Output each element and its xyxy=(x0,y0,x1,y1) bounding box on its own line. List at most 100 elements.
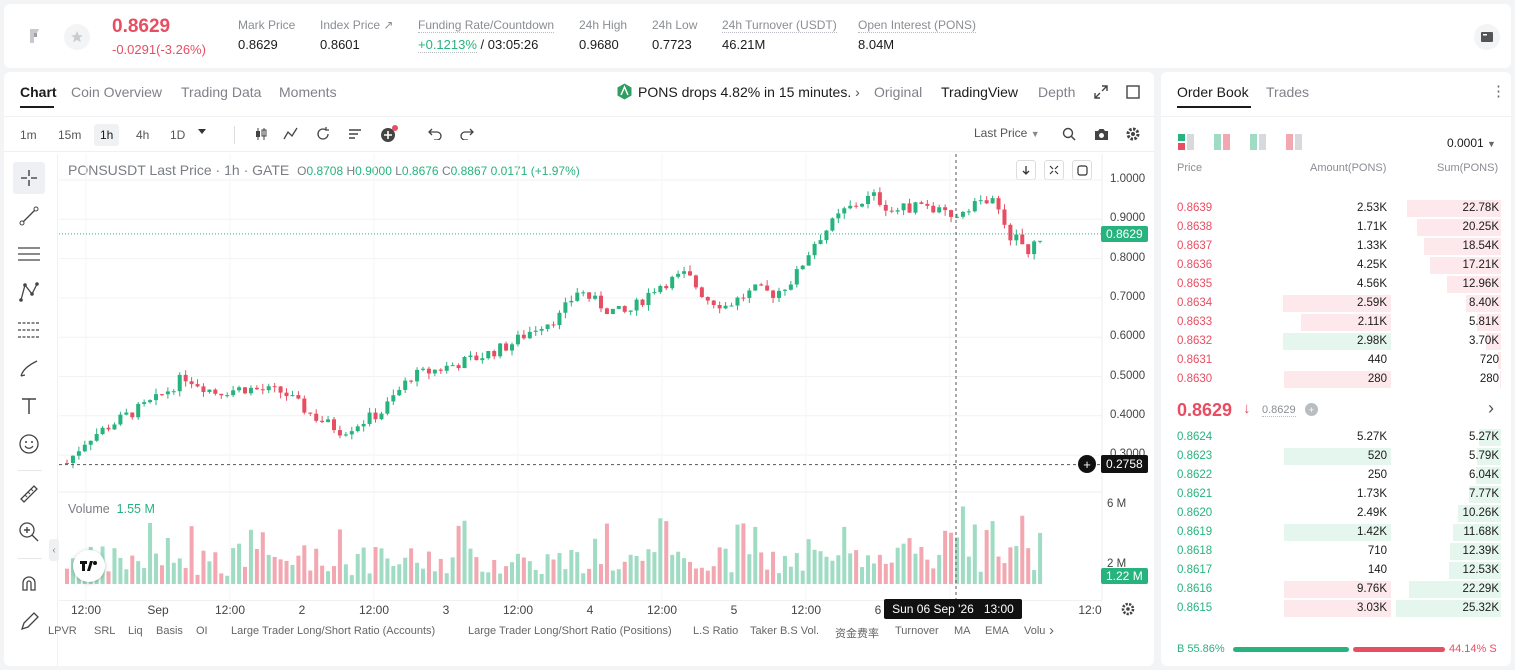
layout-bids-icon[interactable] xyxy=(1249,134,1267,150)
indicator-toggle[interactable]: LPVR xyxy=(48,625,77,637)
add-indicator-icon[interactable] xyxy=(378,124,400,144)
caret-down-icon[interactable] xyxy=(198,129,206,134)
bid-row[interactable]: 0.8619 1.42K 11.68K xyxy=(1161,523,1511,542)
indicator-toggle[interactable]: Taker B.S Vol. xyxy=(750,625,820,637)
search-icon[interactable] xyxy=(1060,125,1078,143)
indicator-toggle[interactable]: EMA xyxy=(985,625,1009,637)
add-alert-plus-icon[interactable]: + xyxy=(1078,455,1096,473)
ask-row[interactable]: 0.8634 2.59K 8.40K xyxy=(1161,294,1511,313)
indicator-toggle[interactable]: Liq xyxy=(128,625,143,637)
candle-type-icon[interactable] xyxy=(252,125,270,143)
indicator-toggle[interactable]: SRL xyxy=(94,625,116,637)
chevron-right-icon[interactable]: › xyxy=(1049,622,1054,639)
stat-index-price[interactable]: Index Price ↗ 0.8601 xyxy=(320,18,393,52)
trend-line-tool-icon[interactable] xyxy=(13,200,45,232)
bid-row[interactable]: 0.8615 3.03K 25.32K xyxy=(1161,599,1511,618)
bid-row[interactable]: 0.8618 710 12.39K xyxy=(1161,542,1511,561)
brush-tool-icon[interactable] xyxy=(13,352,45,384)
chevron-right-icon[interactable]: › xyxy=(1488,398,1494,418)
ask-row[interactable]: 0.8637 1.33K 18.54K xyxy=(1161,237,1511,256)
ask-row[interactable]: 0.8631 440 720 xyxy=(1161,351,1511,370)
chart-toolbar xyxy=(4,116,1154,152)
timeframe-4h[interactable]: 4h xyxy=(136,128,150,142)
book-icon[interactable] xyxy=(1474,24,1500,50)
volume-bar xyxy=(818,551,823,584)
precision-select[interactable]: 0.0001 ▼ xyxy=(1447,136,1496,150)
crosshair-tool-icon[interactable] xyxy=(13,162,45,194)
tab-coin-overview[interactable]: Coin Overview xyxy=(71,84,163,100)
ask-row[interactable]: 0.8636 4.25K 17.21K xyxy=(1161,256,1511,275)
price-type-select[interactable]: Last Price ▼ xyxy=(974,126,1040,140)
candle-body xyxy=(492,351,497,357)
zoom-in-tool-icon[interactable] xyxy=(13,516,45,548)
price-alert-link[interactable]: PONS drops 4.82% in 15 minutes. › xyxy=(638,84,860,100)
tab-trading-data[interactable]: Trading Data xyxy=(181,84,262,100)
indicator-toggle[interactable]: Volu xyxy=(1024,625,1046,637)
bid-row[interactable]: 0.8616 9.76K 22.29K xyxy=(1161,580,1511,599)
indicator-toggle[interactable]: MA xyxy=(954,625,971,637)
indicator-toggle[interactable]: L.S Ratio xyxy=(693,625,739,637)
ask-row[interactable]: 0.8635 4.56K 12.96K xyxy=(1161,275,1511,294)
pattern-tool-icon[interactable] xyxy=(13,276,45,308)
timeframe-1h[interactable]: 1h xyxy=(94,124,120,146)
bid-row[interactable]: 0.8624 5.27K 5.27K xyxy=(1161,428,1511,447)
indicators-icon[interactable] xyxy=(282,125,300,143)
indicator-toggle[interactable]: Basis xyxy=(156,625,183,637)
indicator-toggle[interactable]: OI xyxy=(196,625,208,637)
horizontal-lines-tool-icon[interactable] xyxy=(13,238,45,270)
timeframe-1d[interactable]: 1D xyxy=(170,128,186,142)
stat-funding-rate[interactable]: Funding Rate/Countdown +0.1213% / 03:05:… xyxy=(418,18,555,53)
candle-body xyxy=(777,290,781,298)
draw-mode-tool-icon[interactable] xyxy=(13,606,45,638)
indicator-toggle[interactable]: Large Trader Long/Short Ratio (Accounts) xyxy=(231,625,436,637)
tab-moments[interactable]: Moments xyxy=(279,84,337,100)
bid-row[interactable]: 0.8617 140 12.53K xyxy=(1161,561,1511,580)
timeframe-1m[interactable]: 1m xyxy=(20,128,37,142)
bid-row[interactable]: 0.8621 1.73K 7.77K xyxy=(1161,485,1511,504)
fibonacci-tool-icon[interactable] xyxy=(13,314,45,346)
expand-icon[interactable] xyxy=(1092,83,1110,101)
camera-icon[interactable] xyxy=(1092,125,1110,143)
bid-row[interactable]: 0.8623 520 5.79K xyxy=(1161,447,1511,466)
candle-body xyxy=(201,386,206,393)
candle-body xyxy=(794,269,799,285)
candle-body xyxy=(628,310,633,312)
ask-row[interactable]: 0.8633 2.11K 5.81K xyxy=(1161,313,1511,332)
compare-icon[interactable] xyxy=(314,125,332,143)
layout-asks-icon[interactable] xyxy=(1285,134,1303,150)
timeframe-15m[interactable]: 15m xyxy=(58,128,82,142)
view-original[interactable]: Original xyxy=(874,84,923,100)
tab-trades[interactable]: Trades xyxy=(1266,84,1310,100)
redo-icon[interactable] xyxy=(458,125,476,143)
magnet-tool-icon[interactable] xyxy=(13,568,45,600)
ask-row[interactable]: 0.8639 2.53K 22.78K xyxy=(1161,199,1511,218)
tradingview-logo-icon[interactable] xyxy=(73,550,105,582)
tab-chart[interactable]: Chart xyxy=(20,84,57,100)
ask-row[interactable]: 0.8638 1.71K 20.25K xyxy=(1161,218,1511,237)
indicator-toggle[interactable]: Turnover xyxy=(895,625,939,637)
more-menu-icon[interactable]: ⋮ xyxy=(1491,83,1506,100)
layout-split-icon[interactable] xyxy=(1213,134,1231,150)
view-tradingview[interactable]: TradingView xyxy=(941,84,1019,100)
templates-icon[interactable] xyxy=(346,125,364,143)
emoji-tool-icon[interactable] xyxy=(13,428,45,460)
layout-both-icon[interactable] xyxy=(1177,134,1195,150)
text-tool-icon[interactable] xyxy=(13,390,45,422)
settings-gear-icon[interactable] xyxy=(1124,125,1142,143)
collapse-toolbar-icon[interactable]: ‹ xyxy=(49,539,59,561)
ask-row[interactable]: 0.8632 2.98K 3.70K xyxy=(1161,332,1511,351)
window-icon[interactable] xyxy=(1124,83,1142,101)
tab-order-book[interactable]: Order Book xyxy=(1177,84,1249,100)
undo-icon[interactable] xyxy=(426,125,444,143)
favorite-star-icon[interactable] xyxy=(64,24,90,50)
bid-row[interactable]: 0.8620 2.49K 10.26K xyxy=(1161,504,1511,523)
ruler-tool-icon[interactable] xyxy=(13,478,45,510)
candlestick-chart[interactable] xyxy=(59,154,1154,666)
bid-row[interactable]: 0.8622 250 6.04K xyxy=(1161,466,1511,485)
candle-body xyxy=(765,285,770,291)
view-depth[interactable]: Depth xyxy=(1038,84,1076,100)
indicator-toggle[interactable]: Large Trader Long/Short Ratio (Positions… xyxy=(468,625,672,637)
axis-settings-icon[interactable] xyxy=(1119,600,1137,618)
indicator-toggle[interactable]: 资金费率 xyxy=(835,628,879,640)
ask-row[interactable]: 0.8630 280 280 xyxy=(1161,370,1511,389)
